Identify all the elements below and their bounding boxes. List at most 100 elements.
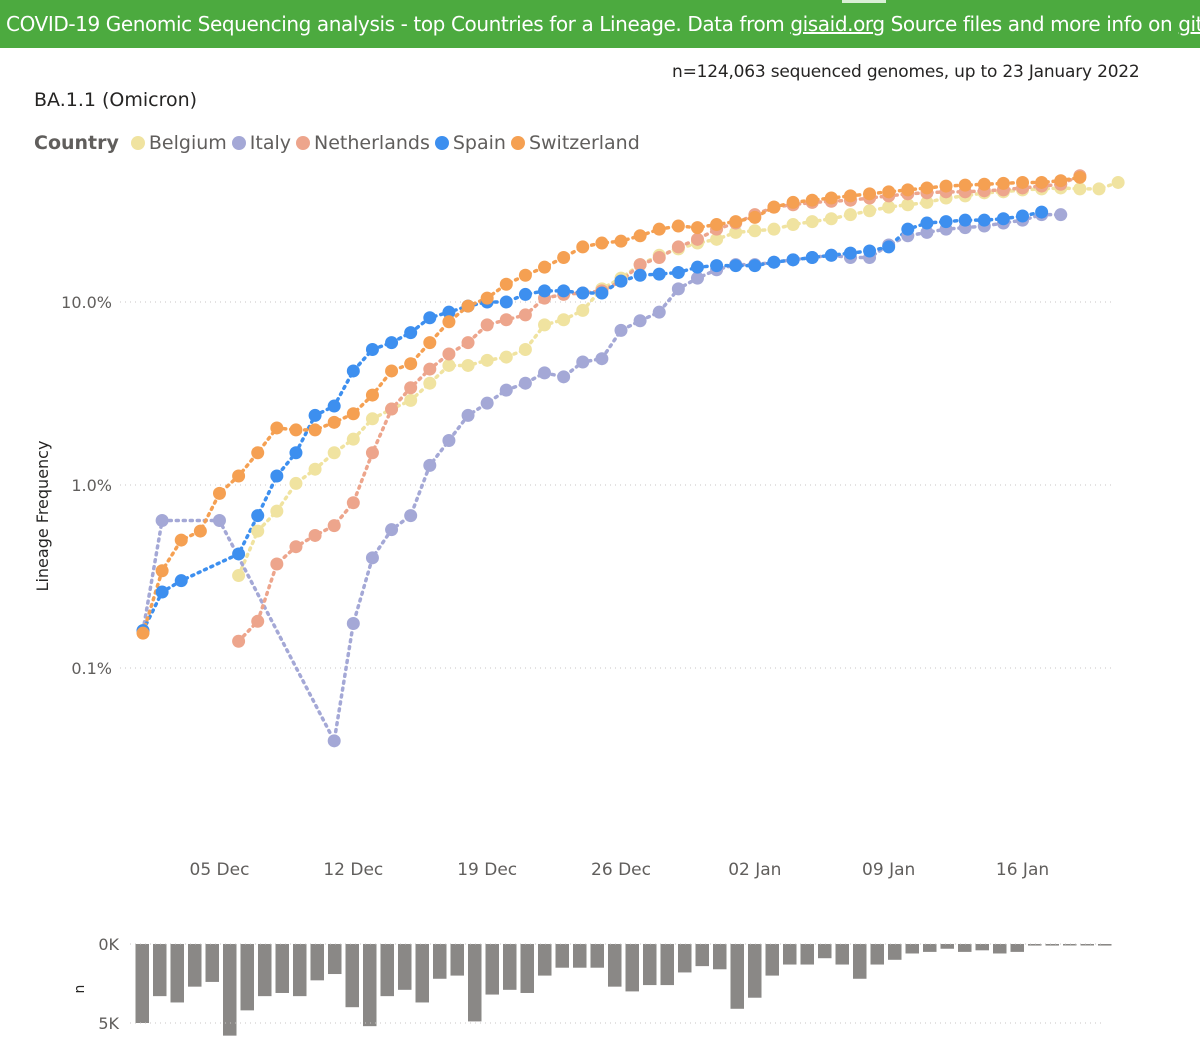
data-point: [538, 366, 552, 380]
data-point: [518, 308, 532, 322]
data-point: [499, 350, 513, 364]
data-point: [423, 458, 437, 472]
data-point: [767, 255, 781, 269]
data-point: [805, 193, 819, 207]
data-point: [901, 183, 915, 197]
data-point: [748, 259, 762, 273]
legend-item-spain[interactable]: Spain: [434, 132, 506, 154]
data-point: [863, 187, 877, 201]
count-bar: [835, 944, 849, 965]
data-point: [461, 336, 475, 350]
data-point: [882, 185, 896, 199]
count-bar: [870, 944, 884, 965]
data-point: [365, 412, 379, 426]
data-point: [518, 343, 532, 357]
data-point: [843, 208, 857, 222]
series-spain: [136, 205, 1049, 638]
legend-label: Netherlands: [314, 132, 430, 154]
legend-item-netherlands[interactable]: Netherlands: [296, 132, 430, 154]
data-point: [518, 268, 532, 282]
data-point: [1111, 175, 1125, 189]
count-bar: [503, 944, 517, 990]
data-point: [385, 523, 399, 537]
genome-count-info: n=124,063 sequenced genomes, up to 23 Ja…: [672, 62, 1140, 82]
count-bar: [888, 944, 902, 960]
series-line-switzerland: [141, 175, 1082, 635]
count-bar: [240, 944, 254, 1011]
data-point: [614, 234, 628, 248]
data-point: [1054, 174, 1068, 188]
data-point: [155, 513, 169, 527]
gisaid-link[interactable]: gisaid.org: [790, 12, 885, 36]
count-bar: [695, 944, 709, 967]
data-point: [1035, 175, 1049, 189]
data-point: [385, 336, 399, 350]
data-point: [174, 533, 188, 547]
data-point: [996, 212, 1010, 226]
count-bar: [223, 944, 237, 1036]
data-point: [232, 569, 246, 583]
data-point: [614, 323, 628, 337]
data-point: [251, 446, 265, 460]
count-bar: [398, 944, 412, 990]
data-point: [614, 274, 628, 288]
data-point: [480, 396, 494, 410]
lineage-title: BA.1.1 (Omicron): [34, 89, 198, 111]
data-point: [690, 271, 704, 285]
data-point: [232, 547, 246, 561]
count-bar: [275, 944, 289, 993]
count-bar: [258, 944, 272, 997]
count-bar: [608, 944, 622, 987]
data-point: [901, 222, 915, 236]
x-tick-label: 16 Jan: [996, 860, 1049, 880]
series-switzerland: [136, 170, 1087, 640]
bar-y-tick-label: 0K: [98, 935, 119, 954]
count-bar: [433, 944, 447, 979]
data-point: [423, 376, 437, 390]
data-point: [576, 303, 590, 317]
country-legend: Country Belgium Italy Netherlands Spain …: [34, 132, 645, 154]
data-point: [557, 284, 571, 298]
legend-dot: [130, 136, 145, 150]
data-point: [518, 287, 532, 301]
data-point: [365, 551, 379, 565]
count-bar: [293, 944, 307, 997]
count-bar: [1028, 944, 1042, 946]
count-bar: [1063, 944, 1077, 946]
legend-item-italy[interactable]: Italy: [231, 132, 291, 154]
legend-item-switzerland[interactable]: Switzerland: [510, 132, 640, 154]
data-point: [633, 314, 647, 328]
data-point: [442, 347, 456, 361]
data-point: [155, 564, 169, 578]
count-bar: [310, 944, 324, 981]
legend-item-belgium[interactable]: Belgium: [130, 132, 227, 154]
count-axis: 0K 5K n: [72, 935, 1104, 1033]
data-point: [289, 476, 303, 490]
data-point: [327, 519, 341, 533]
data-point: [652, 222, 666, 236]
count-bar: [520, 944, 534, 993]
data-point: [882, 240, 896, 254]
x-tick-label: 09 Jan: [862, 860, 915, 880]
count-bar: [415, 944, 429, 1003]
data-point: [786, 195, 800, 209]
data-point: [939, 215, 953, 229]
banner-text: COVID-19 Genomic Sequencing analysis - t…: [6, 12, 791, 36]
data-point: [251, 509, 265, 523]
x-tick-label: 12 Dec: [323, 860, 383, 880]
y-tick-label: 1.0%: [71, 476, 112, 495]
data-point: [251, 524, 265, 538]
data-point: [557, 313, 571, 327]
data-point: [843, 189, 857, 203]
data-point: [346, 407, 360, 421]
data-point: [346, 432, 360, 446]
data-point: [595, 236, 609, 250]
data-point: [939, 179, 953, 193]
data-point: [1092, 182, 1106, 196]
github-link[interactable]: github: [1178, 12, 1200, 36]
data-point: [212, 486, 226, 500]
count-bar: [975, 944, 989, 951]
data-point: [652, 251, 666, 265]
series-netherlands: [232, 169, 1087, 648]
